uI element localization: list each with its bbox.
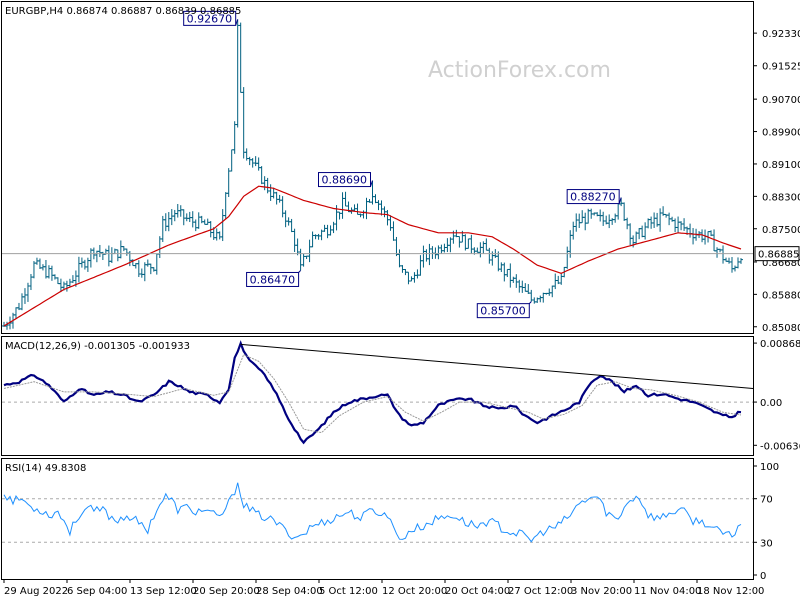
rsi-line: [3, 482, 742, 543]
macd-y-tick-label: -0.006366: [760, 441, 800, 452]
rsi-panel-title: RSI(14) 49.8308: [5, 463, 86, 474]
rsi-path: [3, 482, 742, 543]
x-tick-label: 12 Oct 20:00: [382, 586, 447, 597]
price-y-tick-label: 0.91525: [762, 62, 800, 73]
macd-trendline-path: [240, 343, 754, 389]
rsi-y-tick-label: 70: [760, 495, 773, 506]
watermark: ActionForex.com: [428, 58, 611, 83]
macd-y-tick-label: 0.008686: [760, 339, 800, 350]
annotation-box: [476, 303, 530, 319]
macd-y-axis: 0.008686 0.00 -0.006366: [753, 339, 800, 452]
price-y-tick-label: 0.89100: [762, 160, 800, 171]
macd-signal-line: [3, 353, 742, 434]
price-y-axis: 0.92330 0.91525 0.90700 0.89900 0.89100 0.883…: [753, 29, 800, 334]
price-annotation: 0.85700: [476, 301, 532, 319]
annotation-label: 0.85700: [480, 305, 526, 318]
price-annotation: 0.88270: [566, 189, 622, 205]
annotation-label: 0.88270: [570, 191, 616, 204]
x-tick-label: 28 Sep 04:00: [256, 586, 323, 597]
moving-average-path: [3, 185, 742, 327]
price-annotation: 0.92670: [183, 10, 239, 26]
price-y-tick-label: 0.85880: [762, 290, 800, 301]
annotation-box: [183, 10, 237, 26]
price-annotations: 0.92670 0.88690 0.86470 0.85700 0.88270: [183, 10, 622, 319]
macd-trendline: [240, 343, 754, 389]
price-annotation: 0.86470: [246, 270, 301, 287]
annotation-box: [318, 172, 371, 188]
annotation-label: 0.86470: [250, 273, 296, 286]
price-panel-frame: [1, 1, 754, 334]
price-y-tick-label: 0.87500: [762, 225, 800, 236]
price-y-tick-label: 0.86680: [762, 258, 800, 269]
x-tick-label: 3 Nov 20:00: [571, 586, 632, 597]
rsi-y-tick-label: 30: [760, 538, 773, 549]
rsi-level-lines: [2, 498, 753, 543]
price-bar: [739, 258, 743, 264]
x-tick-label: 5 Oct 12:00: [319, 586, 378, 597]
x-tick-label: 6 Sep 04:00: [67, 586, 127, 597]
annotation-label: 0.88690: [322, 174, 368, 187]
current-price-box: [754, 246, 800, 262]
x-tick-label: 18 Nov 12:00: [697, 586, 764, 597]
price-y-tick-label: 0.89900: [762, 128, 800, 139]
moving-average-line: [3, 185, 742, 327]
macd-main-line: [3, 340, 742, 445]
x-tick-label: 13 Sep 12:00: [130, 586, 197, 597]
x-tick-label: 27 Oct 12:00: [508, 586, 573, 597]
price-panel-title: EURGBP,H4 0.86874 0.86887 0.86839 0.8688…: [5, 6, 241, 17]
x-tick-label: 29 Aug 2022: [4, 586, 68, 597]
annotation-box: [566, 189, 620, 205]
price-y-tick-label: 0.88300: [762, 192, 800, 203]
x-tick-label: 20 Sep 20:00: [193, 586, 260, 597]
price-y-tick-label: 0.90700: [762, 95, 800, 106]
x-tick-label: 20 Oct 04:00: [445, 586, 510, 597]
x-tick-label: 11 Nov 04:00: [634, 586, 701, 597]
rsi-y-tick-label: 100: [760, 462, 779, 473]
price-y-tick-label: 0.92330: [762, 29, 800, 40]
annotation-box: [246, 271, 300, 287]
annotation-label: 0.92670: [187, 12, 233, 25]
rsi-y-axis: 100 70 30 0: [753, 462, 779, 582]
rsi-y-tick-label: 0: [760, 571, 766, 582]
macd-panel-title: MACD(12,26,9) -0.001305 -0.001933: [5, 341, 190, 352]
macd-y-tick-label: 0.00: [760, 398, 782, 409]
macd-lines: [3, 340, 742, 445]
price-annotation: 0.88690: [318, 172, 373, 188]
price-y-tick-label: 0.85080: [762, 323, 800, 334]
rsi-panel-frame: [1, 458, 754, 580]
price-bars: [2, 19, 743, 330]
current-price-label: 0.86885: [758, 250, 799, 261]
